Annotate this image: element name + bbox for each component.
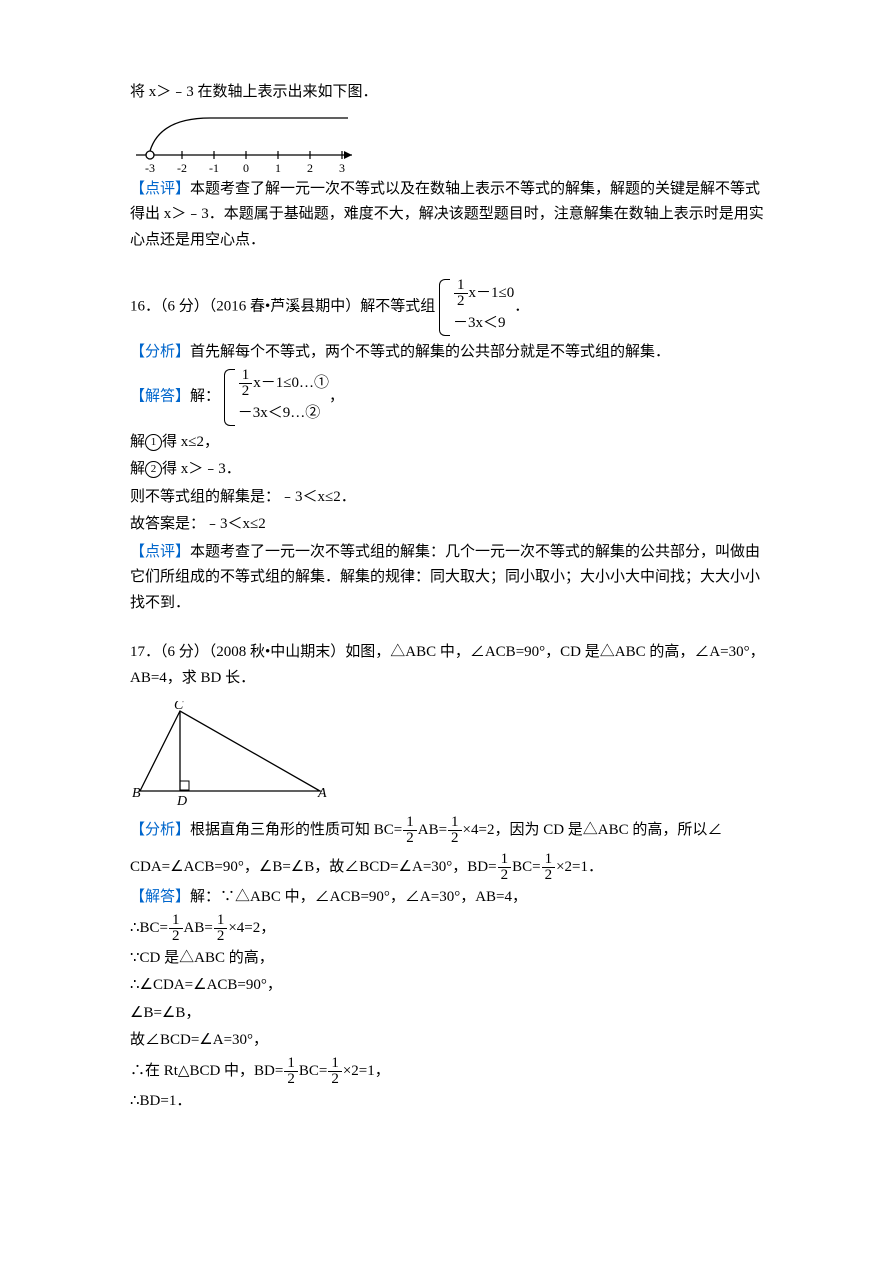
q17-analysis-l1: 【分析】根据直角三角形的性质可知 BC=12AB=12×4=2，因为 CD 是△… [130, 815, 772, 846]
q17-solve5: ∠B=∠B， [130, 1001, 772, 1027]
svg-text:-2: -2 [177, 161, 187, 175]
q17-s7a: ∴在 Rt△BCD 中，BD= [130, 1062, 283, 1078]
q17-s7c: ×2=1， [343, 1062, 390, 1078]
triangle-diagram: B C D A [130, 701, 330, 811]
svg-text:-3: -3 [145, 161, 155, 175]
q16-stem: 16．（6 分）（2016 春•芦溪县期中）解不等式组 12x－1≤0 －3x＜… [130, 277, 772, 338]
problem-16: 16．（6 分）（2016 春•芦溪县期中）解不等式组 12x－1≤0 －3x＜… [130, 277, 772, 616]
q16-system: 12x－1≤0 －3x＜9 [439, 277, 514, 338]
q17-solve7: ∴在 Rt△BCD 中，BD=12BC=12×2=1， [130, 1056, 772, 1087]
svg-text:D: D [176, 794, 187, 809]
q16-analysis-text: 首先解每个不等式，两个不等式的解集的公共部分就是不等式组的解集． [190, 344, 670, 360]
q16-stem-prefix: 16．（6 分）（2016 春•芦溪县期中）解不等式组 [130, 299, 435, 315]
q17-solve6: 故∠BCD=∠A=30°， [130, 1028, 772, 1054]
q17-solve2: ∴BC=12AB=12×4=2， [130, 913, 772, 944]
q16-stem-suffix: ． [514, 299, 529, 315]
number-line-diagram: -3 -2 -1 0 1 2 3 [130, 110, 360, 175]
q17-s7b: BC= [299, 1062, 327, 1078]
review-label: 【点评】 [130, 544, 190, 560]
review-1: 【点评】本题考查了解一元一次不等式以及在数轴上表示不等式的解集，解题的关键是解不… [130, 177, 772, 254]
q16-solvesys-l2: －3x＜9…② [238, 400, 329, 428]
solve-prefix: 解： [190, 389, 220, 405]
analysis-label: 【分析】 [130, 822, 190, 838]
q17-a-p2b: BC= [512, 859, 540, 875]
q16-sys-l1: x－1≤0 [469, 285, 515, 301]
q17-a-p1a: 根据直角三角形的性质可知 BC= [190, 822, 402, 838]
svg-text:-1: -1 [209, 161, 219, 175]
q16-step4: 故答案是：﹣3＜x≤2 [130, 512, 772, 538]
q16-step3: 则不等式组的解集是：﹣3＜x≤2． [130, 485, 772, 511]
q17-solve8: ∴BD=1． [130, 1089, 772, 1115]
analysis-label: 【分析】 [130, 344, 190, 360]
q17-s2b: AB= [184, 919, 213, 935]
review-text: 本题考查了解一元一次不等式以及在数轴上表示不等式的解集，解题的关键是解不等式得出… [130, 181, 764, 248]
svg-text:1: 1 [275, 161, 281, 175]
q17-solve3: ∵CD 是△ABC 的高， [130, 946, 772, 972]
q16-solution-head: 【解答】解： 12x－1≤0…① －3x＜9…② ， [130, 367, 772, 428]
page: 将 x＞﹣3 在数轴上表示出来如下图． -3 -2 -1 0 1 2 3 【点评… [0, 0, 892, 1156]
solve-label: 【解答】 [130, 389, 190, 405]
q17-a-p1b: AB= [418, 822, 447, 838]
q16-step1: 解1得 x≤2， [130, 430, 772, 456]
q16-analysis: 【分析】首先解每个不等式，两个不等式的解集的公共部分就是不等式组的解集． [130, 340, 772, 366]
q17-solve4: ∴∠CDA=∠ACB=90°， [130, 973, 772, 999]
q17-a-p2c: ×2=1． [556, 859, 603, 875]
q16-sys-l2: －3x＜9 [453, 310, 514, 338]
intro-line: 将 x＞﹣3 在数轴上表示出来如下图． [130, 80, 772, 106]
review-label: 【点评】 [130, 181, 190, 197]
q17-analysis-l2: CDA=∠ACB=90°，∠B=∠B，故∠BCD=∠A=30°，BD=12BC=… [130, 852, 772, 883]
q17-stem: 17．（6 分）（2008 秋•中山期末）如图，△ABC 中，∠ACB=90°，… [130, 640, 772, 691]
svg-text:2: 2 [307, 161, 313, 175]
problem-17: 17．（6 分）（2008 秋•中山期末）如图，△ABC 中，∠ACB=90°，… [130, 640, 772, 1114]
q17-s2a: ∴BC= [130, 919, 168, 935]
svg-text:0: 0 [243, 161, 249, 175]
q17-s2c: ×4=2， [228, 919, 275, 935]
q17-a-p1c: ×4=2，因为 CD 是△ABC 的高，所以∠ [463, 822, 723, 838]
q17-s1: 解：∵△ABC 中，∠ACB=90°，∠A=30°，AB=4， [190, 889, 527, 905]
svg-text:A: A [317, 786, 327, 801]
q16-review-text: 本题考查了一元一次不等式组的解集：几个一元一次不等式的解集的公共部分，叫做由它们… [130, 544, 760, 611]
svg-text:C: C [174, 701, 184, 713]
q17-solve1: 【解答】解：∵△ABC 中，∠ACB=90°，∠A=30°，AB=4， [130, 885, 772, 911]
q16-solve-suffix: ， [329, 389, 344, 405]
q16-solution-system: 12x－1≤0…① －3x＜9…② [224, 367, 329, 428]
q16-review: 【点评】本题考查了一元一次不等式组的解集：几个一元一次不等式的解集的公共部分，叫… [130, 540, 772, 617]
q17-a-p2a: CDA=∠ACB=90°，∠B=∠B，故∠BCD=∠A=30°，BD= [130, 859, 497, 875]
solve-label: 【解答】 [130, 889, 190, 905]
q16-step2: 解2得 x＞﹣3． [130, 457, 772, 483]
svg-text:3: 3 [339, 161, 345, 175]
q16-solvesys-l1: x－1≤0…① [253, 375, 329, 391]
svg-text:B: B [132, 786, 141, 801]
